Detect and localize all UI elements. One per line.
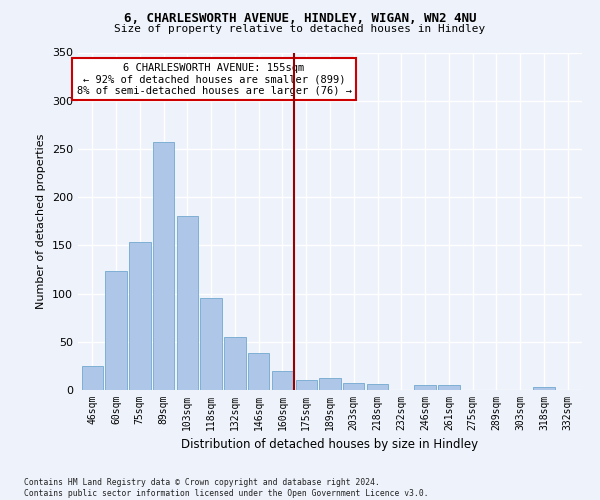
Y-axis label: Number of detached properties: Number of detached properties — [37, 134, 46, 309]
Text: 6, CHARLESWORTH AVENUE, HINDLEY, WIGAN, WN2 4NU: 6, CHARLESWORTH AVENUE, HINDLEY, WIGAN, … — [124, 12, 476, 26]
Bar — [153, 142, 174, 390]
Bar — [319, 378, 341, 390]
X-axis label: Distribution of detached houses by size in Hindley: Distribution of detached houses by size … — [181, 438, 479, 452]
Text: Size of property relative to detached houses in Hindley: Size of property relative to detached ho… — [115, 24, 485, 34]
Bar — [343, 383, 364, 390]
Bar — [438, 385, 460, 390]
Bar — [415, 385, 436, 390]
Bar — [248, 354, 269, 390]
Bar — [272, 370, 293, 390]
Bar — [200, 298, 222, 390]
Text: 6 CHARLESWORTH AVENUE: 155sqm
← 92% of detached houses are smaller (899)
8% of s: 6 CHARLESWORTH AVENUE: 155sqm ← 92% of d… — [77, 62, 352, 96]
Bar — [129, 242, 151, 390]
Bar — [82, 366, 103, 390]
Bar — [224, 337, 245, 390]
Text: Contains HM Land Registry data © Crown copyright and database right 2024.
Contai: Contains HM Land Registry data © Crown c… — [24, 478, 428, 498]
Bar — [106, 272, 127, 390]
Bar — [533, 387, 554, 390]
Bar — [296, 380, 317, 390]
Bar — [367, 384, 388, 390]
Bar — [176, 216, 198, 390]
